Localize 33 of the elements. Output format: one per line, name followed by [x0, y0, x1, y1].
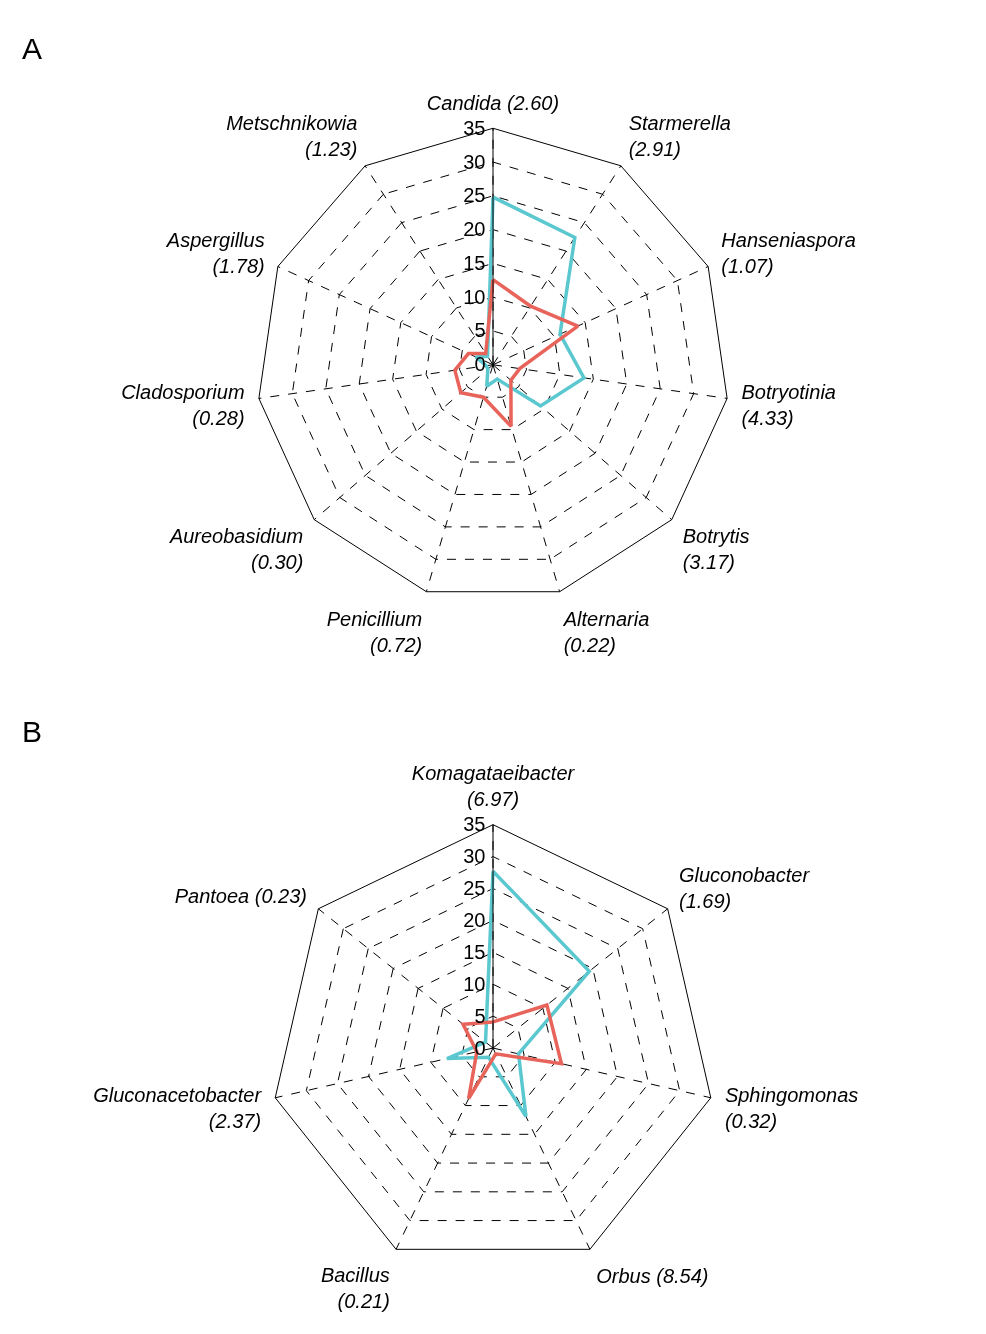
spoke-label: Alternaria (0.22) — [562, 608, 650, 657]
spoke-label: Penicillium (0.72) — [326, 608, 423, 657]
y-tick-label: 35 — [463, 116, 486, 139]
spoke-label: Bacillus (0.21) — [320, 1264, 390, 1313]
spoke-label: Hanseniaspora (1.07) — [721, 228, 856, 277]
spoke-label: Aspergillus (1.78) — [165, 228, 265, 277]
spoke-label: Komagataeibacter (6.97) — [411, 762, 576, 811]
spoke-label: Cladosporium (0.28) — [121, 381, 245, 430]
text: B — [22, 715, 43, 748]
spoke-label: Sphingomonas (0.32) — [724, 1084, 859, 1133]
y-tick-label: 15 — [463, 251, 486, 274]
y-tick-label: 10 — [463, 972, 486, 995]
spoke-label: Gluconobacter (1.69) — [678, 863, 811, 912]
y-tick-label: 35 — [463, 813, 486, 836]
y-tick-label: 10 — [463, 285, 486, 308]
spoke-label: Gluconacetobacter (2.37) — [93, 1084, 263, 1133]
y-tick-label: 25 — [463, 877, 486, 899]
spoke-label: Candida (2.60) — [426, 91, 560, 114]
spoke-label: Aureobasidium (0.30) — [168, 525, 304, 574]
spoke-label: Pantoea (0.23) — [174, 884, 308, 907]
spoke-label: Starmerella (2.91) — [628, 112, 731, 161]
text: A — [22, 32, 43, 65]
spoke-label: Orbus (8.54) — [596, 1265, 709, 1288]
spoke-label: Metschnikowia (1.23) — [226, 112, 358, 161]
y-tick-label: 20 — [463, 218, 486, 241]
y-tick-label: 5 — [474, 1004, 486, 1027]
y-tick-label: 20 — [463, 908, 486, 931]
y-tick-label: 30 — [463, 150, 486, 173]
spoke-label: Botrytis (3.17) — [682, 525, 750, 574]
spoke-label: Botryotinia (4.33) — [741, 381, 836, 430]
y-tick-label: 30 — [463, 845, 486, 868]
y-tick-label: 25 — [463, 184, 486, 207]
y-tick-label: 15 — [463, 940, 486, 963]
